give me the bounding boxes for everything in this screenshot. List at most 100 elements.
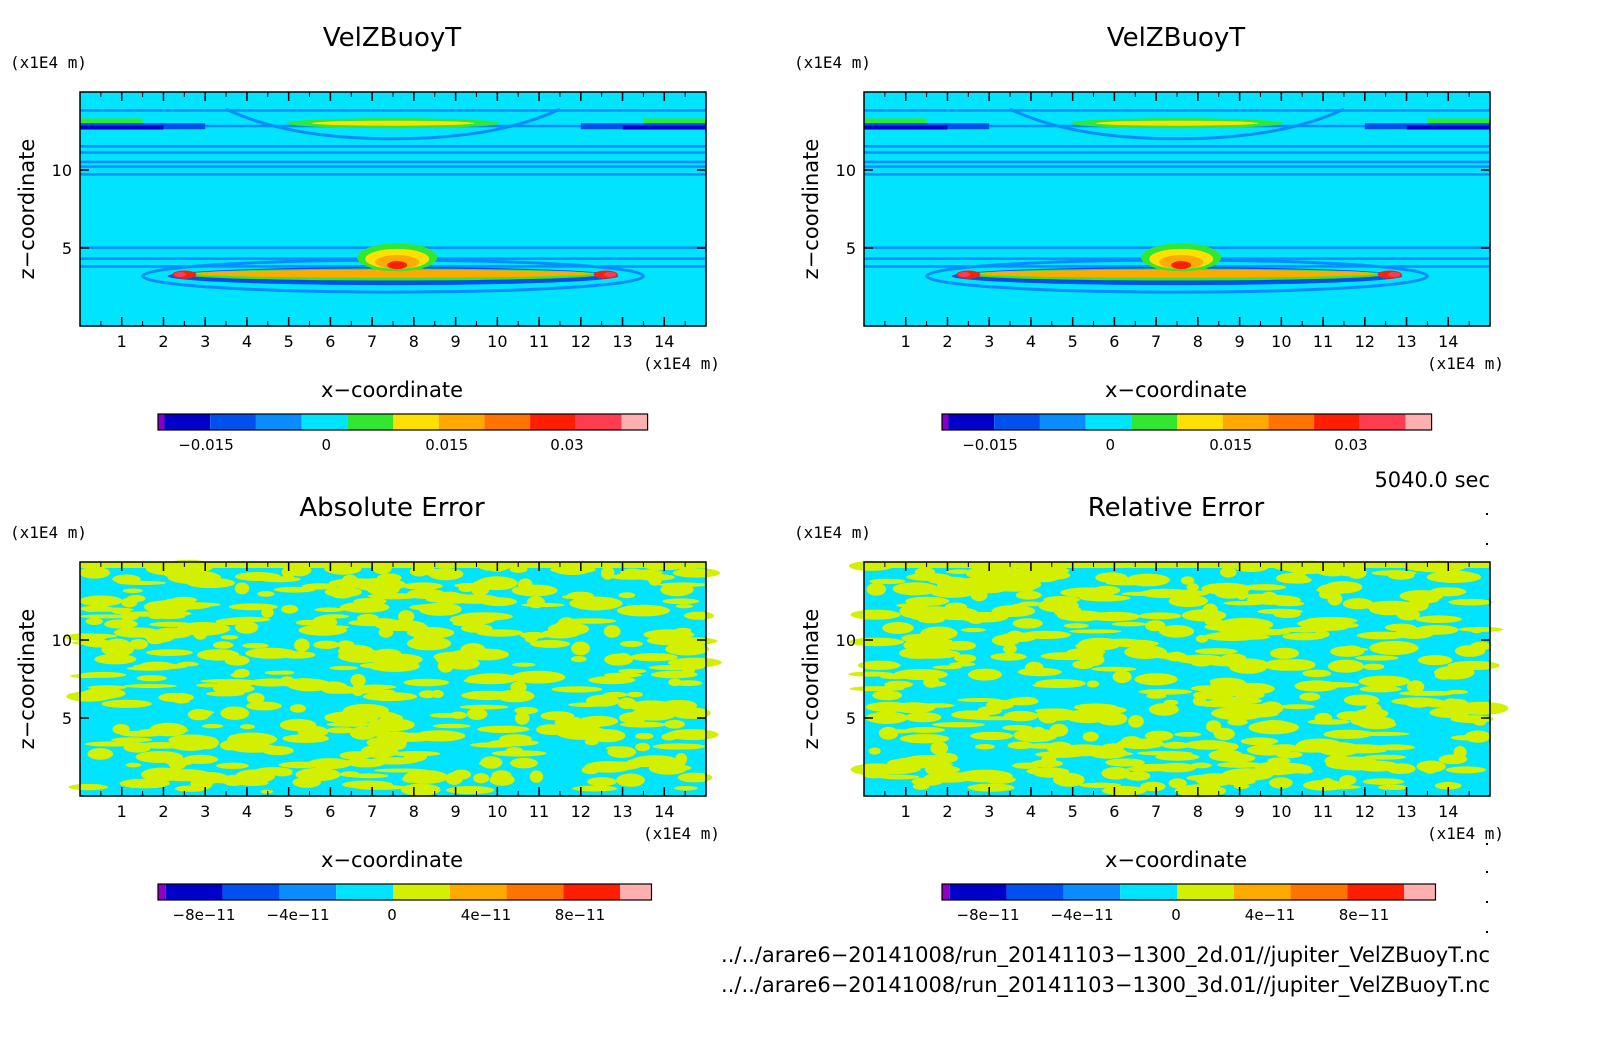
error-blob	[1448, 598, 1493, 606]
x-tick-label: 14	[1438, 332, 1458, 351]
error-blob	[1327, 659, 1364, 673]
colorbar-swatch	[942, 884, 950, 900]
x-tick-label: 11	[529, 802, 549, 821]
error-blob	[139, 661, 175, 670]
error-blob	[196, 683, 222, 688]
y-axis-label: z−coordinate	[799, 139, 823, 280]
x-tick-label: 8	[409, 802, 419, 821]
error-blob	[1336, 711, 1366, 721]
contour-blob	[387, 261, 408, 270]
error-blob	[540, 629, 580, 639]
error-blob	[925, 763, 956, 777]
error-blob	[477, 725, 530, 733]
error-blob	[912, 783, 930, 790]
colorbar-swatch	[164, 414, 211, 430]
error-blob	[899, 734, 950, 744]
error-blob	[281, 604, 299, 614]
error-blob	[903, 639, 934, 651]
error-blob	[129, 639, 149, 650]
error-blob	[112, 724, 130, 735]
error-blob	[272, 769, 293, 777]
colorbar-swatch	[158, 884, 166, 900]
error-blob	[1223, 601, 1266, 606]
error-blob	[1064, 709, 1111, 724]
plot-background	[864, 92, 1490, 326]
error-blob	[379, 713, 403, 723]
contour-band	[80, 165, 706, 168]
error-blob	[562, 618, 617, 624]
error-blob	[529, 770, 544, 783]
error-blob	[904, 649, 960, 659]
error-blob	[648, 761, 688, 775]
error-blob	[1227, 718, 1248, 726]
error-blob	[571, 641, 591, 656]
x-unit-label: (x1E4 m)	[1427, 354, 1504, 373]
colorbar-swatch	[1314, 414, 1360, 430]
error-blob	[242, 642, 269, 649]
error-blob	[930, 741, 949, 756]
error-blob	[111, 737, 153, 743]
error-blob	[664, 719, 685, 729]
error-blob	[162, 569, 196, 578]
error-blob	[1445, 766, 1487, 774]
colorbar-label: −0.015	[178, 436, 234, 454]
error-blob	[945, 583, 982, 592]
error-blob	[347, 773, 389, 779]
error-blob	[224, 655, 250, 666]
y-axis-label: z−coordinate	[799, 609, 823, 750]
error-blob	[378, 627, 394, 638]
error-blob	[635, 742, 650, 752]
error-blob	[674, 680, 703, 687]
error-blob	[200, 679, 256, 684]
colorbar-swatch	[1290, 884, 1348, 900]
error-blob	[1132, 763, 1184, 771]
error-blob	[123, 742, 152, 753]
panel-velzbuoyt-2d: VelZBuoyT (x1E4 m) 1 2 3 4 5 6 7 8 9 10 11 12 13 14 5…	[10, 23, 720, 454]
x-axis-label: x−coordinate	[1105, 848, 1247, 872]
error-blob	[489, 774, 515, 786]
error-blob	[1279, 704, 1316, 710]
x-tick-label: 4	[1026, 332, 1036, 351]
error-blob	[173, 698, 190, 704]
error-blob	[1299, 692, 1321, 701]
error-blob	[530, 639, 571, 648]
x-ticks: 1 2 3 4 5 6 7 8 9 10 11 12 13 14	[884, 562, 1470, 821]
error-blob	[1307, 719, 1350, 725]
error-blob	[313, 640, 340, 649]
error-blob	[604, 672, 642, 678]
error-blob	[1221, 653, 1247, 663]
error-blob	[68, 783, 109, 791]
contour-blob	[1095, 120, 1259, 126]
error-blob	[1186, 583, 1199, 592]
error-blob	[78, 671, 127, 678]
error-blob	[1181, 609, 1227, 622]
x-tick-label: 13	[1396, 332, 1416, 351]
error-blob	[601, 566, 615, 580]
error-blob	[354, 684, 397, 690]
colorbar-swatch	[393, 884, 450, 900]
error-blob	[220, 635, 239, 640]
error-blob	[230, 672, 246, 678]
colorbar-frame	[157, 413, 649, 431]
x-tick-label: 3	[200, 802, 210, 821]
error-blob	[369, 757, 419, 765]
error-blob	[445, 772, 463, 785]
error-blob	[1082, 731, 1099, 742]
error-blob	[228, 603, 278, 611]
contour-band	[864, 118, 927, 124]
colorbar-swatch	[1347, 884, 1405, 900]
error-blob	[515, 711, 530, 725]
error-blob	[1396, 608, 1420, 621]
error-blob	[398, 610, 415, 623]
colorbar-swatch	[1268, 414, 1315, 430]
colorbar-swatch	[1359, 414, 1406, 430]
contour-band	[864, 160, 1490, 164]
error-blob	[1429, 707, 1471, 718]
error-blob	[1339, 775, 1357, 786]
file-path-2d: ../../arare6−20141008/run_20141103−1300_…	[721, 943, 1490, 968]
error-blob	[168, 759, 186, 770]
x-tick-label: 11	[529, 332, 549, 351]
error-blob	[1285, 576, 1312, 584]
error-blob	[119, 730, 165, 737]
